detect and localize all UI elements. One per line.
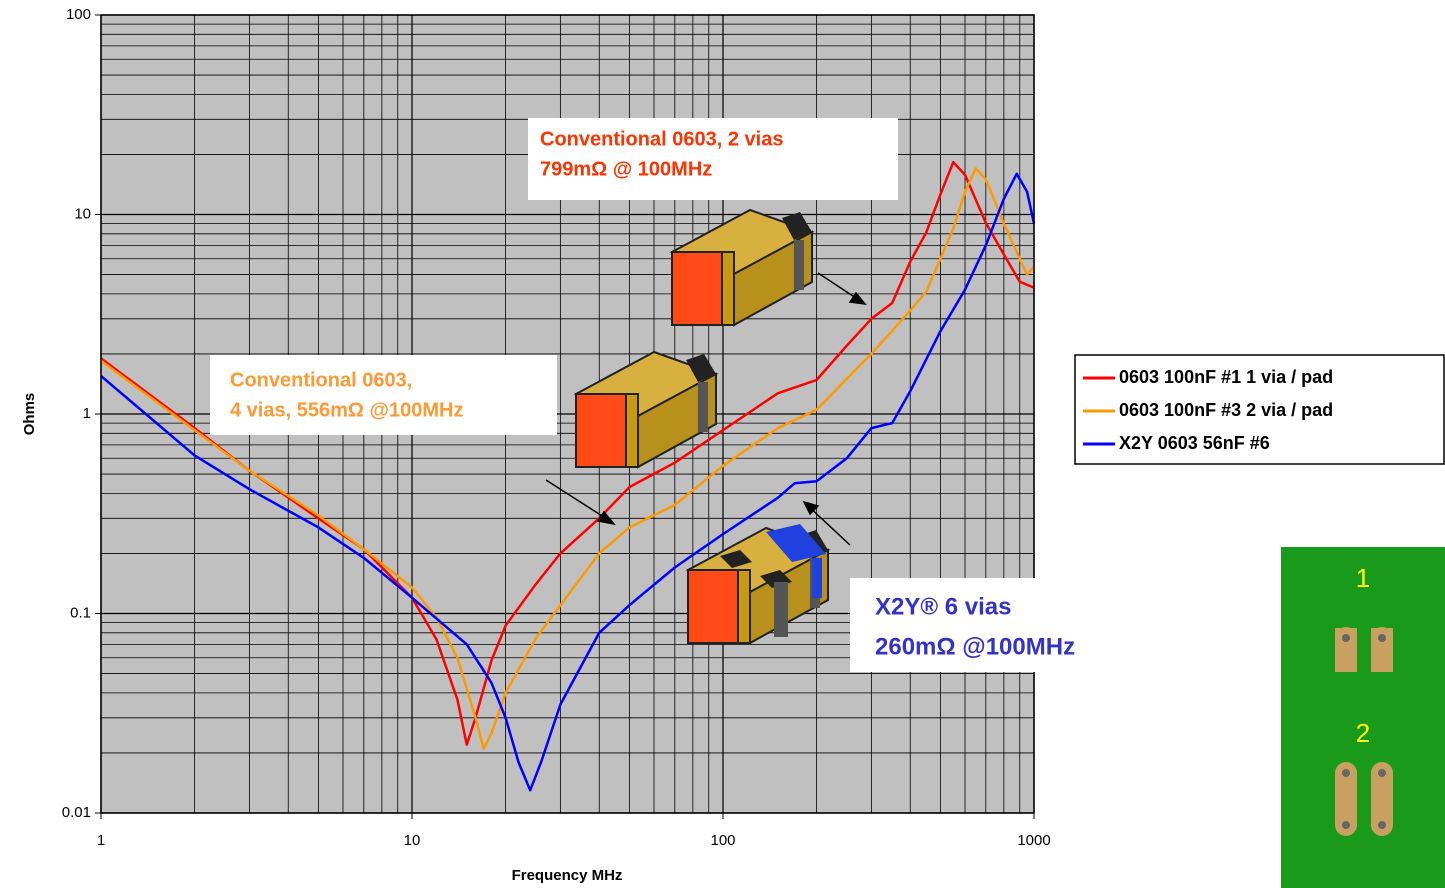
- x-tick-label: 1: [97, 832, 105, 849]
- legend-label: 0603 100nF #1 1 via / pad: [1119, 367, 1333, 387]
- pcb-inset: 1 2: [1281, 547, 1445, 888]
- annotation-text: 4 vias, 556mΩ @100MHz: [230, 399, 463, 421]
- annotation-text: X2Y® 6 vias: [875, 593, 1011, 620]
- annotation-text: Conventional 0603, 2 vias: [540, 128, 783, 150]
- annotation-text: 260mΩ @100MHz: [875, 633, 1075, 660]
- y-tick-label: 10: [74, 205, 91, 222]
- x-tick-label: 10: [404, 832, 421, 849]
- legend-label: 0603 100nF #3 2 via / pad: [1119, 400, 1333, 420]
- y-tick-label: 100: [66, 6, 91, 23]
- x-axis-title: Frequency MHz: [512, 867, 623, 884]
- annotation-text: 799mΩ @ 100MHz: [540, 158, 712, 180]
- inset-label: 2: [1356, 718, 1370, 748]
- y-tick-label: 0.01: [62, 804, 91, 821]
- inset-label: 1: [1356, 563, 1370, 593]
- chart: 1 2 Frequency MHz Ohms 0.01 0.1 1 10 100 1 10 1…: [0, 0, 1445, 888]
- y-tick-label: 0.1: [70, 604, 91, 621]
- y-tick-label: 1: [83, 405, 91, 422]
- annotation-text: Conventional 0603,: [230, 369, 412, 391]
- x-tick-label: 1000: [1017, 832, 1050, 849]
- legend-label: X2Y 0603 56nF #6: [1119, 433, 1270, 453]
- annotation-box: [210, 355, 557, 435]
- x-tick-label: 100: [710, 832, 735, 849]
- y-axis-title: Ohms: [21, 393, 38, 436]
